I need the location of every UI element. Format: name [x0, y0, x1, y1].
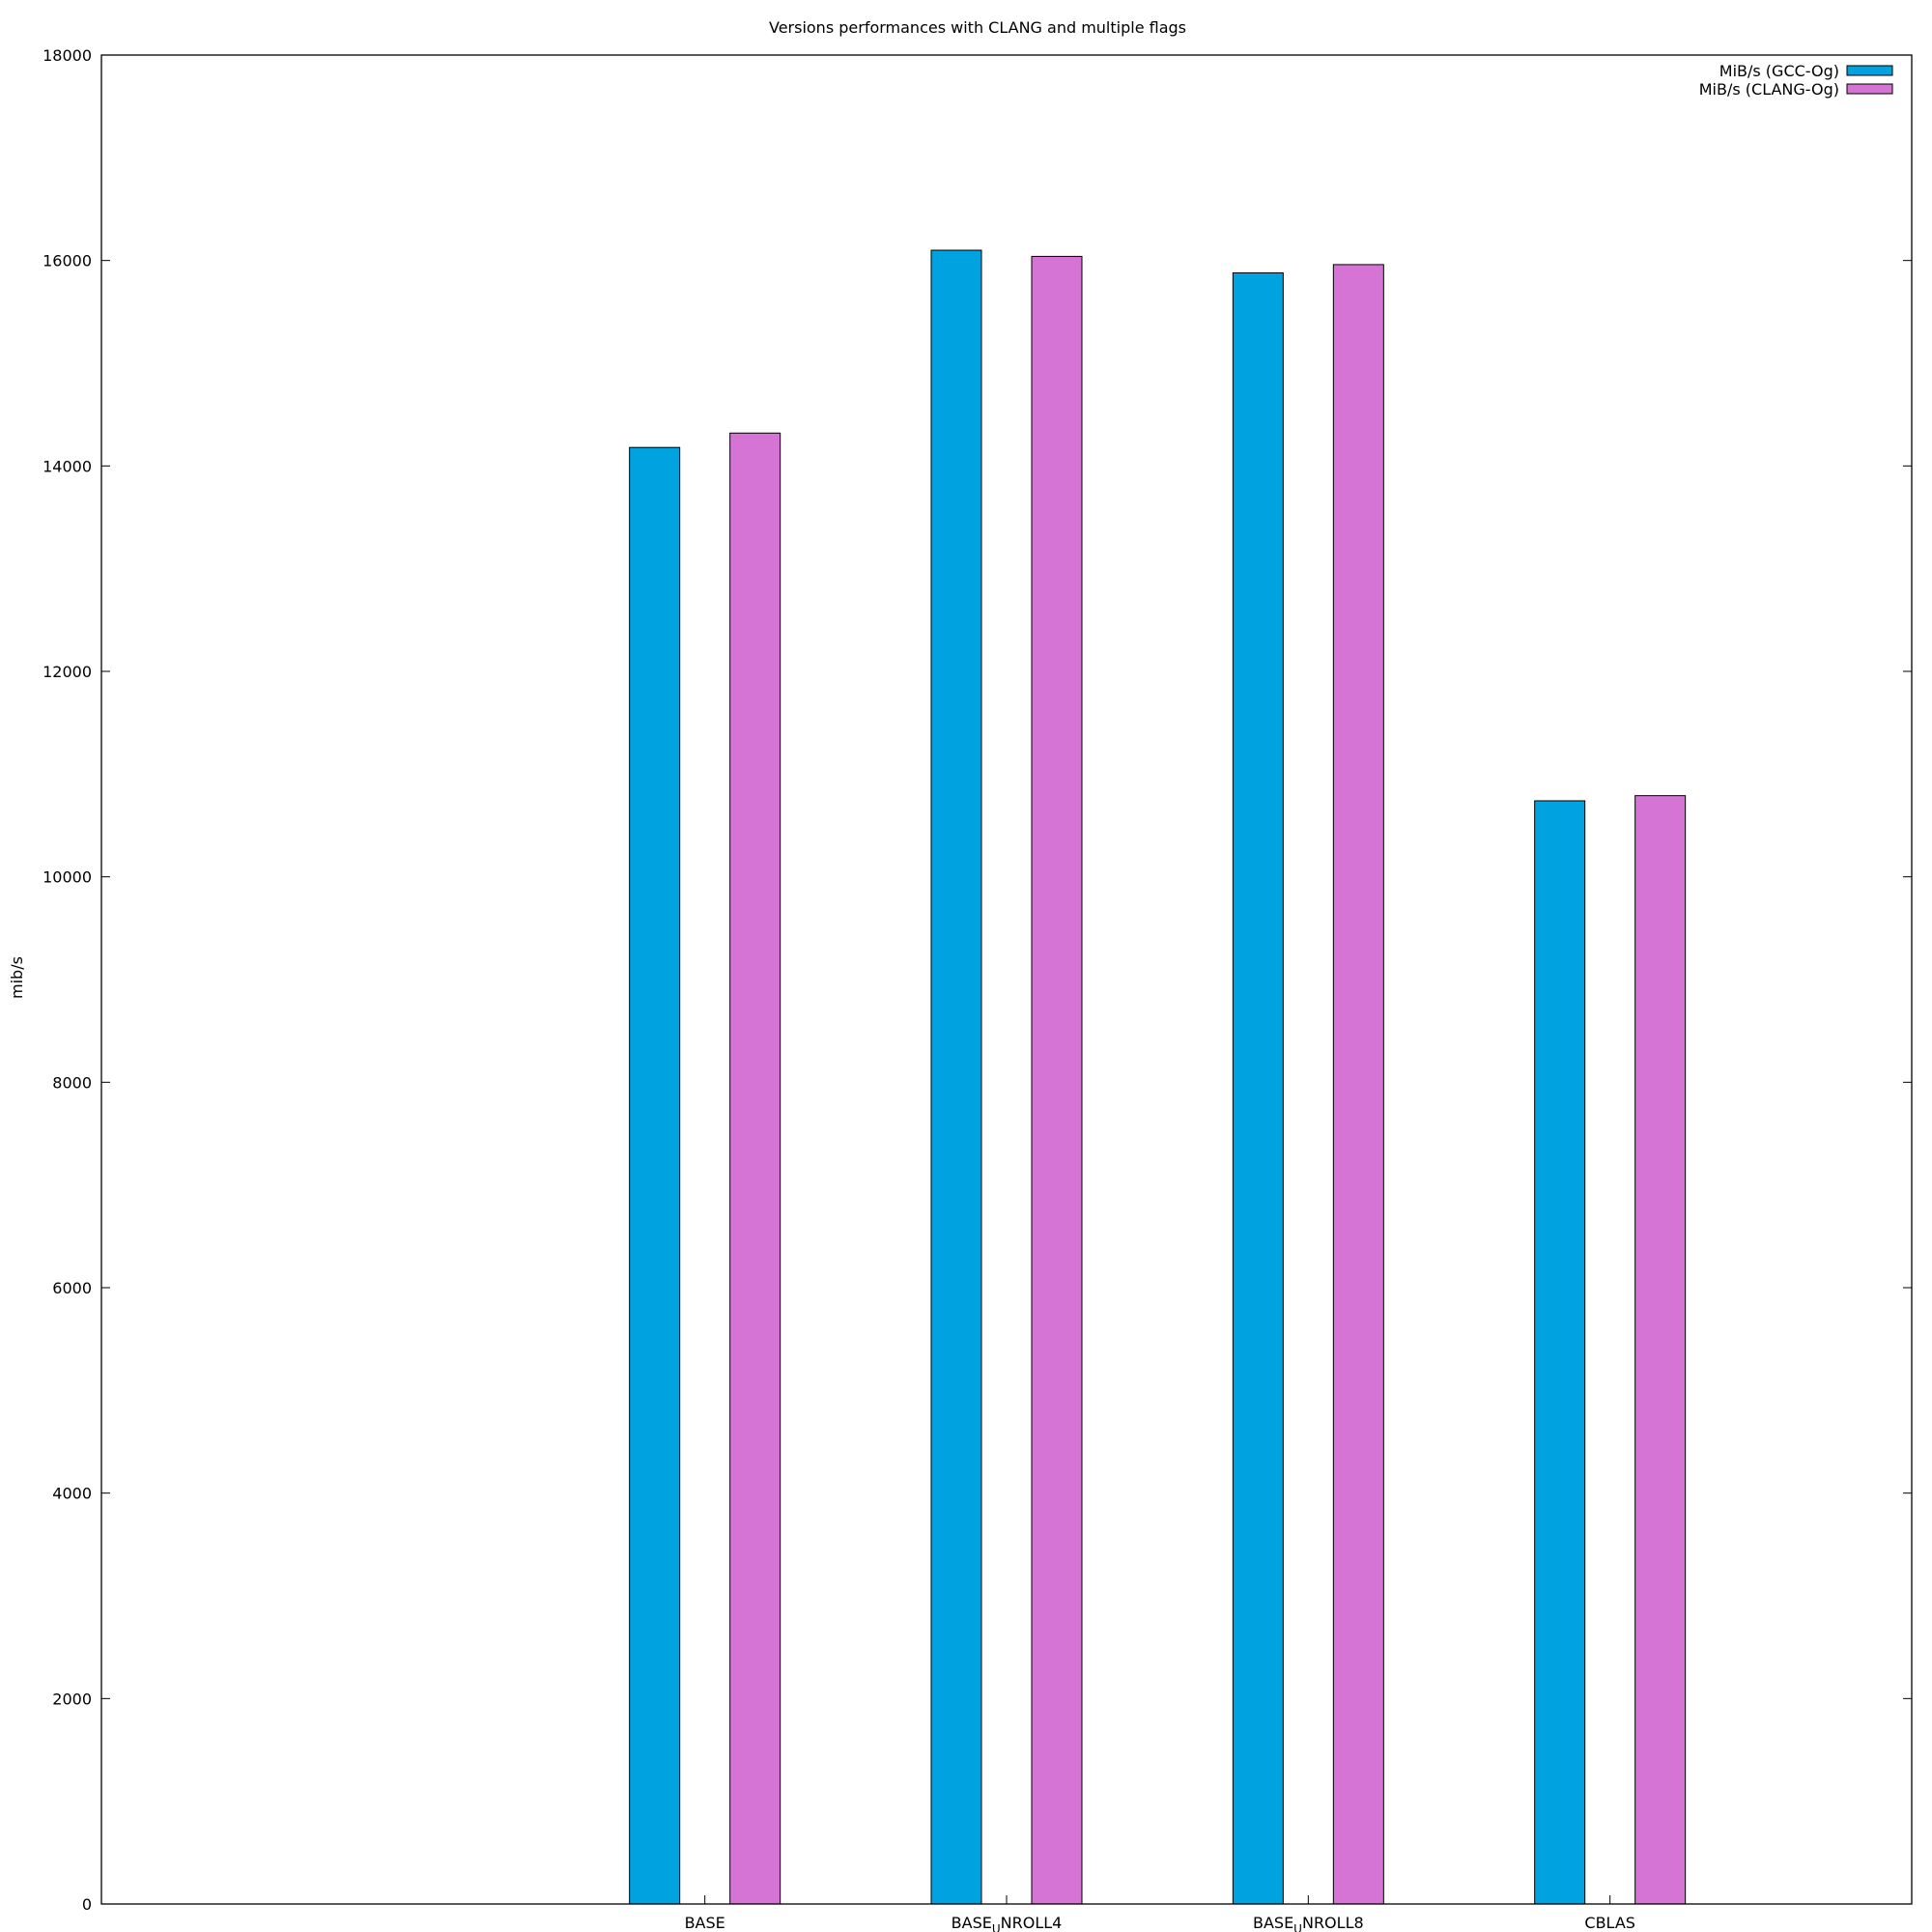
y-tick-label: 10000: [43, 868, 92, 887]
legend-swatch: [1846, 83, 1893, 95]
bar: [729, 432, 781, 1905]
y-tick-label: 2000: [52, 1690, 92, 1708]
y-tick-label: 14000: [43, 457, 92, 475]
legend-label: MiB/s (GCC-Og): [1719, 62, 1839, 80]
bar: [930, 249, 982, 1905]
chart-title: Versions performances with CLANG and mul…: [769, 18, 1186, 37]
x-axis: BASE BASEUNROLL4 BASEUNROLL8 CBLAS: [685, 1895, 1635, 1932]
y-axis: 0 2000 4000 6000 8000 10000 12000 14000 16000 180…: [43, 46, 1912, 1914]
plot-frame: [100, 54, 1913, 1905]
legend-swatch: [1846, 65, 1893, 76]
y-tick-label: 0: [82, 1895, 92, 1914]
y-axis-label: mib/s: [8, 956, 26, 999]
bar: [1232, 271, 1284, 1905]
legend: MiB/s (GCC-Og)MiB/s (CLANG-Og): [1699, 62, 1893, 99]
x-tick-label: BASEUNROLL8: [1253, 1914, 1364, 1932]
y-tick-label: 18000: [43, 46, 92, 65]
bar: [1031, 255, 1083, 1905]
bars-group: [629, 249, 1687, 1905]
x-tick-label: CBLAS: [1584, 1914, 1635, 1932]
x-tick-label: BASEUNROLL4: [952, 1914, 1063, 1932]
y-tick-label: 8000: [52, 1073, 92, 1092]
y-tick-label: 6000: [52, 1279, 92, 1297]
legend-label: MiB/s (CLANG-Og): [1699, 80, 1839, 99]
x-tick-label: BASE: [685, 1914, 725, 1932]
bar: [1332, 264, 1384, 1905]
bar: [1634, 795, 1687, 1905]
y-tick-label: 4000: [52, 1485, 92, 1503]
y-tick-label: 12000: [43, 663, 92, 681]
bar: [1534, 800, 1586, 1905]
bar: [629, 446, 681, 1905]
y-tick-label: 16000: [43, 252, 92, 270]
